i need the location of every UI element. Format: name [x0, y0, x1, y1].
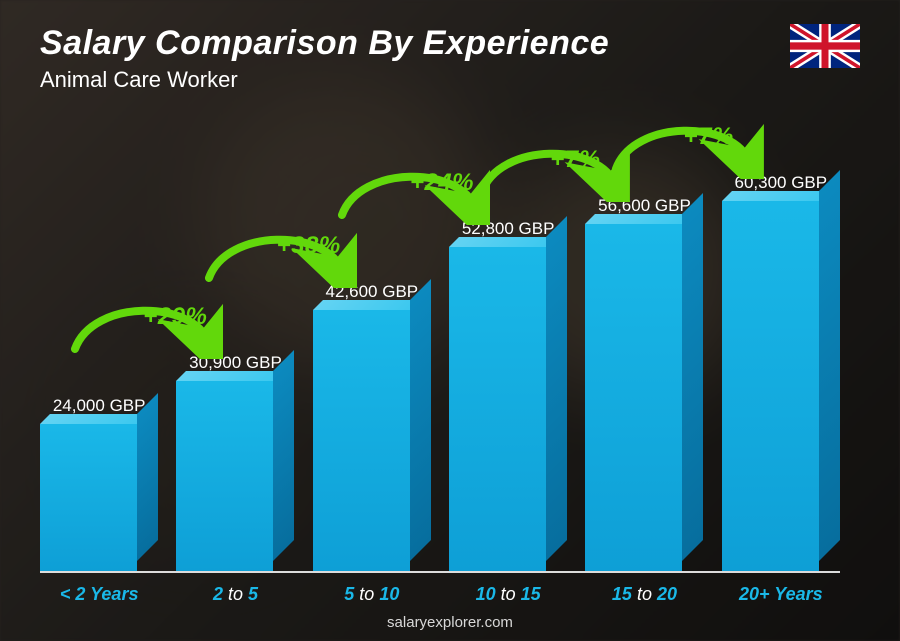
salary-bar-chart: 24,000 GBP 30,900 GBP 42,600 GBP 52,800 GBP… [40, 120, 840, 571]
bar-column: 60,300 GBP [722, 120, 840, 571]
x-axis-label: 2 to 5 [176, 584, 294, 605]
x-axis-line [40, 571, 840, 573]
x-axis-label: 5 to 10 [313, 584, 431, 605]
x-axis-label: 20+ Years [722, 584, 840, 605]
x-axis-label: < 2 Years [40, 584, 158, 605]
x-axis-labels: < 2 Years 2 to 5 5 to 10 10 to 15 15 to 20 20… [40, 584, 840, 605]
page-subtitle: Animal Care Worker [40, 67, 609, 93]
bar-column: 24,000 GBP [40, 120, 158, 571]
bar-value-label: 52,800 GBP [462, 219, 555, 239]
bar-column: 30,900 GBP [176, 120, 294, 571]
bar [313, 310, 431, 571]
bar-column: 42,600 GBP [313, 120, 431, 571]
x-axis-label: 10 to 15 [449, 584, 567, 605]
header: Salary Comparison By Experience Animal C… [40, 24, 860, 93]
bar [449, 247, 567, 571]
bar-column: 56,600 GBP [585, 120, 703, 571]
bar-value-label: 30,900 GBP [189, 353, 282, 373]
bar [585, 224, 703, 571]
uk-flag-icon [790, 24, 860, 68]
bar-value-label: 60,300 GBP [734, 173, 827, 193]
bar [40, 424, 158, 571]
footer-credit: salaryexplorer.com [0, 614, 900, 631]
bar-value-label: 24,000 GBP [53, 396, 146, 416]
x-axis-label: 15 to 20 [585, 584, 703, 605]
page-title: Salary Comparison By Experience [40, 24, 609, 63]
bar [722, 201, 840, 571]
bar-column: 52,800 GBP [449, 120, 567, 571]
bar-value-label: 42,600 GBP [326, 282, 419, 302]
bar-value-label: 56,600 GBP [598, 196, 691, 216]
bar [176, 381, 294, 571]
